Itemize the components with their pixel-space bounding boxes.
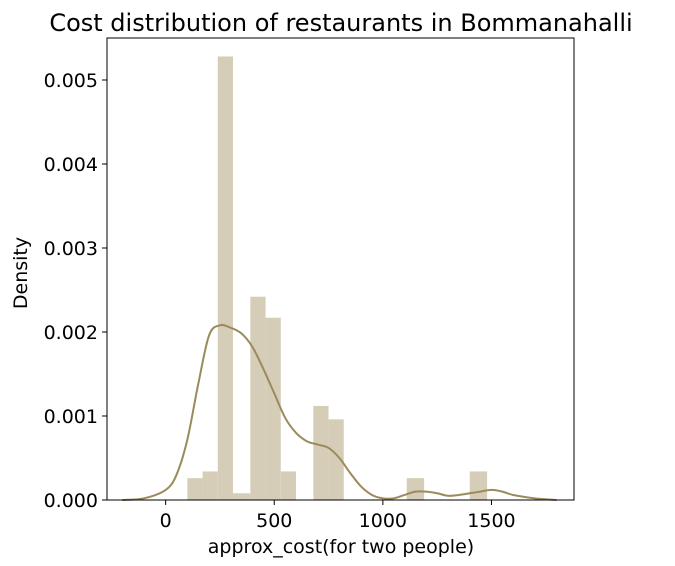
chart-title: Cost distribution of restaurants in Bomm… bbox=[49, 9, 632, 37]
x-tick-label: 1500 bbox=[467, 510, 515, 532]
x-axis-ticks: 0 500 1000 1500 bbox=[160, 500, 516, 532]
y-axis-ticks: 0.000 0.001 0.002 0.003 0.004 0.005 bbox=[44, 70, 107, 512]
y-axis-label: Density bbox=[10, 237, 32, 309]
histogram-bar bbox=[469, 471, 488, 500]
histogram-bar bbox=[250, 296, 266, 500]
x-tick-label: 1000 bbox=[359, 510, 407, 532]
y-tick-label: 0.003 bbox=[44, 238, 98, 260]
histogram-bar bbox=[232, 493, 251, 500]
y-tick-label: 0.004 bbox=[44, 154, 98, 176]
y-tick-label: 0.002 bbox=[44, 322, 98, 344]
histogram-bar bbox=[187, 478, 203, 500]
y-tick-label: 0.005 bbox=[44, 70, 98, 92]
histogram-bars bbox=[187, 56, 488, 500]
histogram-bar bbox=[328, 419, 344, 500]
x-tick-label: 0 bbox=[160, 510, 172, 532]
x-tick-label: 500 bbox=[256, 510, 292, 532]
y-tick-label: 0.001 bbox=[44, 406, 98, 428]
histogram-bar bbox=[406, 478, 425, 500]
kde-curve bbox=[122, 323, 557, 501]
x-axis-label: approx_cost(for two people) bbox=[208, 536, 474, 558]
y-tick-label: 0.000 bbox=[44, 490, 98, 512]
histogram-bar bbox=[265, 317, 281, 500]
histogram-bar bbox=[313, 405, 329, 500]
plot-frame bbox=[106, 37, 575, 501]
histogram-bar bbox=[202, 471, 218, 500]
histogram-bar bbox=[217, 56, 233, 500]
histogram-bar bbox=[280, 471, 296, 500]
